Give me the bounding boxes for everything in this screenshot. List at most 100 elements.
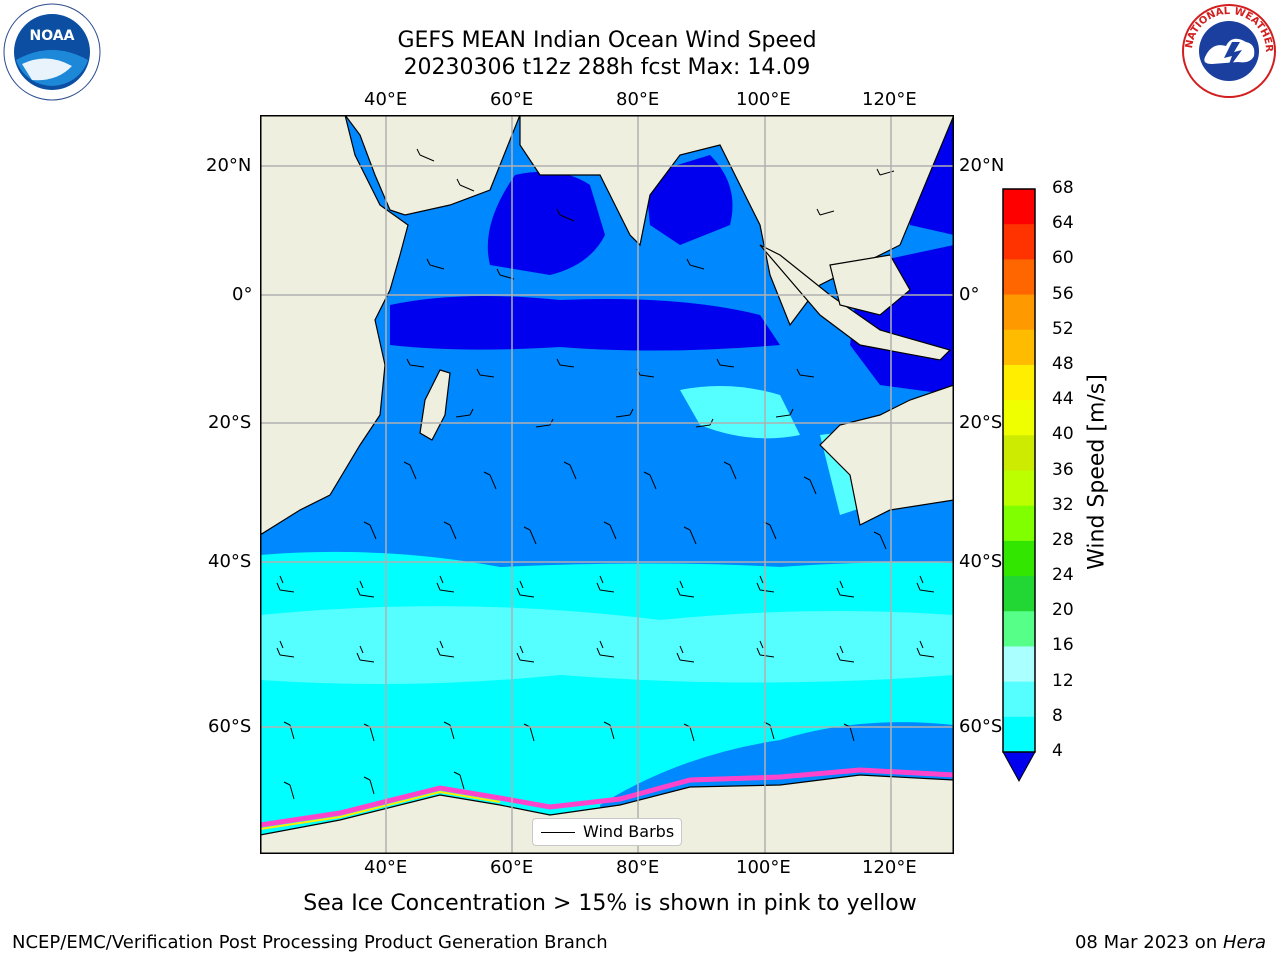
right-lat-tick-0: 0° xyxy=(959,284,980,305)
colorbar-tick-label: 60 xyxy=(1052,248,1074,269)
top-lon-tick-100e: 100°E xyxy=(736,89,791,110)
left-lat-tick-20s: 20°S xyxy=(208,412,252,433)
wind-barb xyxy=(476,368,495,378)
footer-host: Hera xyxy=(1222,932,1266,953)
wind-barb xyxy=(836,645,855,663)
wind-barb xyxy=(796,368,815,378)
land-africa-arabia xyxy=(260,115,521,536)
wind-barb xyxy=(836,580,855,598)
colorbar-segment xyxy=(1003,611,1035,647)
colorbar-segment xyxy=(1003,681,1035,718)
left-lat-tick-20n: 20°N xyxy=(206,155,252,176)
calm-zone-equatorial xyxy=(390,296,780,351)
colorbar-tick-label: 28 xyxy=(1052,529,1074,550)
noaa-logo: NOAA xyxy=(3,3,101,101)
colorbar-segment xyxy=(1003,435,1035,471)
bottom-lon-tick-60e: 60°E xyxy=(490,857,534,878)
colorbar-title: Wind Speed [m/s] xyxy=(1084,374,1110,570)
wind-barb xyxy=(443,521,457,540)
land-borneo xyxy=(829,254,911,316)
wind-barb xyxy=(716,358,735,368)
sea-ice-edge xyxy=(260,767,954,828)
colorbar-segment xyxy=(1003,716,1035,753)
wind-barb xyxy=(456,178,475,192)
colorbar-segment xyxy=(1003,646,1035,683)
wind-barb xyxy=(516,645,535,663)
wind-barb xyxy=(363,776,375,795)
wind-barb xyxy=(516,580,535,598)
wind-barb xyxy=(643,471,657,490)
colorbar-tick-label: 24 xyxy=(1052,565,1074,586)
sea-ice-edge-inner xyxy=(260,790,501,830)
wind-barb xyxy=(686,258,705,270)
wind-barb xyxy=(596,640,615,658)
bottom-lon-tick-120e: 120°E xyxy=(862,857,917,878)
sea-ice-caption: Sea Ice Concentration > 15% is shown in … xyxy=(303,891,917,916)
wind-barb xyxy=(775,408,794,418)
wind-barbs-legend: Wind Barbs xyxy=(532,818,682,846)
bottom-lon-tick-40e: 40°E xyxy=(364,857,408,878)
legend-label: Wind Barbs xyxy=(583,822,675,841)
top-lon-tick-60e: 60°E xyxy=(490,89,534,110)
wind-speed-map xyxy=(260,115,954,854)
wind-barb xyxy=(916,640,935,658)
land-antarctica xyxy=(260,774,954,854)
colorbar-tick-label: 20 xyxy=(1052,600,1074,621)
wind-barb xyxy=(563,461,577,480)
wind-barbs-layer xyxy=(276,148,935,800)
wind-barb xyxy=(723,461,737,480)
top-lon-tick-80e: 80°E xyxy=(616,89,660,110)
wind-barb xyxy=(436,575,455,593)
wind-barb xyxy=(535,418,554,428)
colorbar-tick-label: 8 xyxy=(1052,705,1063,726)
colorbar-tick-label: 68 xyxy=(1052,178,1074,198)
wind-barb xyxy=(676,580,695,598)
colorbar-tick-label: 4 xyxy=(1052,741,1063,761)
wind-barb xyxy=(556,358,575,368)
colorbar-segment xyxy=(1003,576,1035,612)
wind-barb xyxy=(363,521,377,540)
right-lat-tick-20n: 20°N xyxy=(959,155,1005,176)
colorbar-under-triangle xyxy=(1002,751,1036,783)
wind-barb xyxy=(556,208,575,222)
footer-date-text: 08 Mar 2023 on xyxy=(1074,932,1223,953)
left-lat-tick-40s: 40°S xyxy=(208,551,252,572)
wind-barb xyxy=(436,640,455,658)
colorbar-segment xyxy=(1003,189,1035,225)
wind-barb xyxy=(596,575,615,593)
svg-text:NOAA: NOAA xyxy=(30,28,75,44)
colorbar-tick-label: 16 xyxy=(1052,635,1074,656)
footer-date: 08 Mar 2023 on Hera xyxy=(1075,932,1266,953)
wind-barb xyxy=(403,461,417,480)
colorbar-tick-label: 44 xyxy=(1052,389,1074,410)
wind-barb xyxy=(426,258,445,270)
wind-barb xyxy=(523,526,537,545)
colorbar-tick-label: 40 xyxy=(1052,424,1074,445)
land-australia xyxy=(819,384,954,526)
wind-barb xyxy=(356,580,375,598)
colorbar-segment xyxy=(1003,259,1035,296)
bottom-lon-tick-80e: 80°E xyxy=(616,857,660,878)
wind-barb xyxy=(356,645,375,663)
wind-barb xyxy=(816,208,835,216)
legend-barb-line xyxy=(541,832,575,833)
left-lat-tick-0: 0° xyxy=(232,284,253,305)
wind-barb xyxy=(283,781,295,800)
right-lat-tick-20s: 20°S xyxy=(959,412,1003,433)
colorbar-segment xyxy=(1003,540,1035,577)
wind-barb xyxy=(483,471,497,490)
bottom-lon-tick-100e: 100°E xyxy=(736,857,791,878)
southern-belt-stronger-band xyxy=(260,606,954,684)
colorbar-tick-label: 56 xyxy=(1052,283,1074,304)
colorbar-tick-label: 12 xyxy=(1052,670,1074,691)
wind-barb xyxy=(416,148,435,162)
chart-title-line2: 20230306 t12z 288h fcst Max: 14.09 xyxy=(403,55,811,80)
colorbar-segment xyxy=(1003,224,1035,260)
colorbar-tick-label: 36 xyxy=(1052,459,1074,480)
calm-zone-arabian-sea xyxy=(487,171,605,275)
colorbar-segment xyxy=(1003,505,1035,542)
right-lat-tick-60s: 60°S xyxy=(959,716,1003,737)
colorbar-segment xyxy=(1003,329,1035,366)
colorbar-tick-label: 32 xyxy=(1052,494,1074,515)
wind-barb xyxy=(676,645,695,663)
